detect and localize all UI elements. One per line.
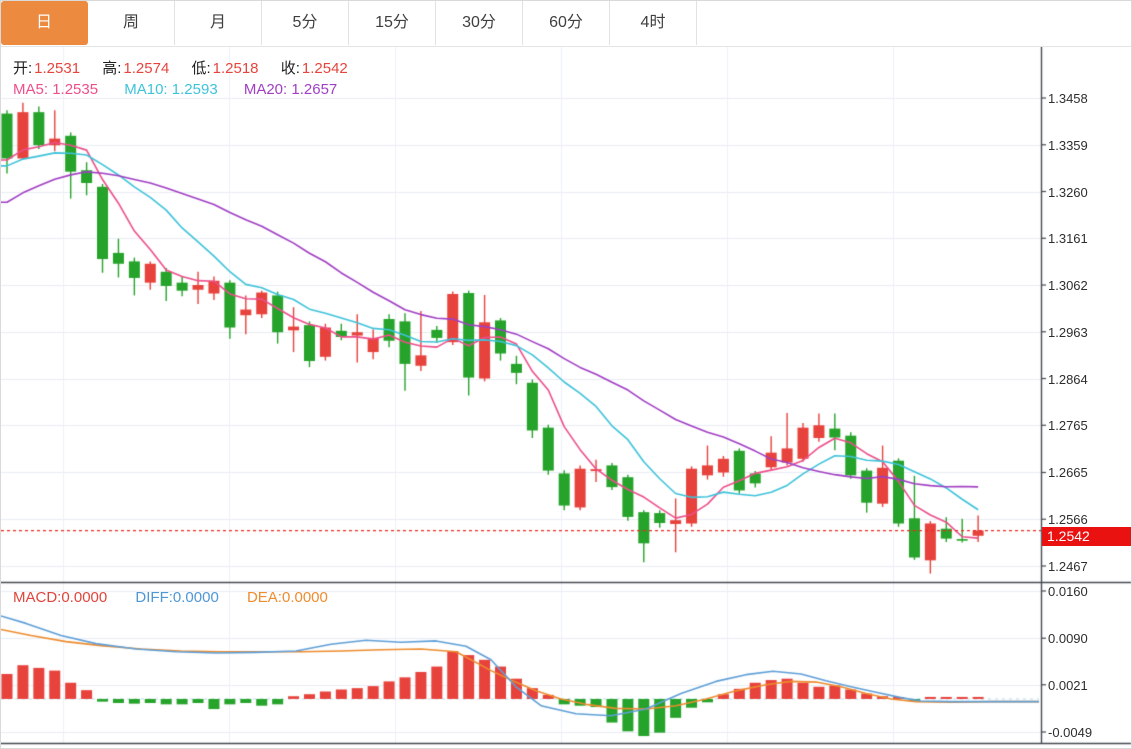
close-label: 收: [280, 60, 300, 77]
tab-60min[interactable]: 60分 [523, 1, 610, 45]
price-axis-label: 1.2765 [1048, 418, 1088, 434]
price-axis-label: 1.3359 [1048, 137, 1088, 153]
price-axis-label: 1.2467 [1048, 559, 1088, 574]
high-value: 1.2574 [123, 60, 170, 77]
ma10-label: MA10: [124, 81, 168, 98]
macd-readout: MACD:0.0000 DIFF:0.0000 DEA:0.0000 [13, 589, 352, 606]
ma5-value: 1.2535 [52, 81, 99, 98]
ma10-value: 1.2593 [171, 81, 218, 98]
timeframe-tabs: 日周月 5分 15分 30分 60分 4时 [1, 1, 1131, 47]
diff-value: 0.0000 [172, 589, 219, 606]
ma20-value: 1.2657 [291, 81, 338, 98]
macd-value: 0.0000 [61, 589, 108, 606]
macd-axis-label: 0.0090 [1048, 631, 1088, 647]
dea-value: 0.0000 [281, 589, 328, 606]
macd-axis-label: -0.0049 [1048, 725, 1093, 740]
price-axis-label: 1.3260 [1048, 184, 1088, 200]
diff-label: DIFF: [135, 589, 173, 606]
high-label: 高: [102, 60, 122, 77]
open-value: 1.2531 [34, 60, 81, 77]
tab-5min[interactable]: 5分 [262, 1, 349, 45]
price-axis-label: 1.2566 [1048, 512, 1088, 528]
macd-axis-label: 0.0021 [1048, 677, 1088, 693]
tab-week[interactable]: 周 [88, 1, 175, 45]
dea-label: DEA: [246, 589, 282, 606]
price-axis-label: 1.3458 [1048, 91, 1088, 106]
price-axis-label: 1.2665 [1048, 465, 1088, 481]
price-axis-label: 1.2864 [1048, 371, 1088, 387]
low-value: 1.2518 [212, 60, 259, 77]
ohlc-readout: 开: 1.2531 高: 1.2574 低: 1.2518 收: 1.2542 [13, 57, 366, 78]
open-label: 开: [13, 60, 33, 77]
last-price-badge: 1.2542 [1042, 527, 1131, 546]
tab-month[interactable]: 月 [175, 1, 262, 45]
price-axis-label: 1.2963 [1048, 324, 1088, 340]
tab-day[interactable]: 日 [1, 1, 88, 45]
tab-15min[interactable]: 15分 [349, 1, 436, 45]
close-value: 1.2542 [301, 60, 348, 77]
ma-readout: MA5: 1.2535 MA10: 1.2593 MA20: 1.2657 [13, 81, 359, 98]
price-axis-label: 1.3161 [1048, 231, 1088, 247]
tab-4hour[interactable]: 4时 [610, 1, 697, 45]
macd-label: MACD: [13, 589, 62, 606]
price-axis-label: 1.3062 [1048, 278, 1088, 293]
ma5-label: MA5: [13, 81, 49, 98]
macd-axis-label: 0.0160 [1048, 584, 1088, 599]
ma20-label: MA20: [243, 81, 288, 98]
tab-30min[interactable]: 30分 [436, 1, 523, 45]
low-label: 低: [191, 60, 211, 77]
